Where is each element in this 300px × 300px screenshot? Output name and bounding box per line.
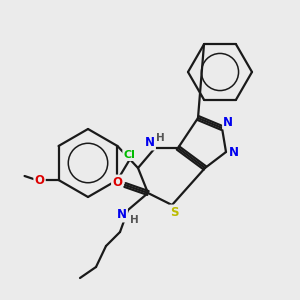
Text: Cl: Cl [124,150,135,160]
Text: O: O [34,173,45,187]
Text: O: O [112,176,122,188]
Text: N: N [117,208,127,221]
Text: S: S [170,206,178,218]
Text: N: N [145,136,155,149]
Text: H: H [130,215,138,225]
Text: N: N [223,116,233,128]
Text: N: N [229,146,239,158]
Text: H: H [156,133,164,143]
Text: O: O [34,173,45,187]
Text: Cl: Cl [124,150,135,160]
